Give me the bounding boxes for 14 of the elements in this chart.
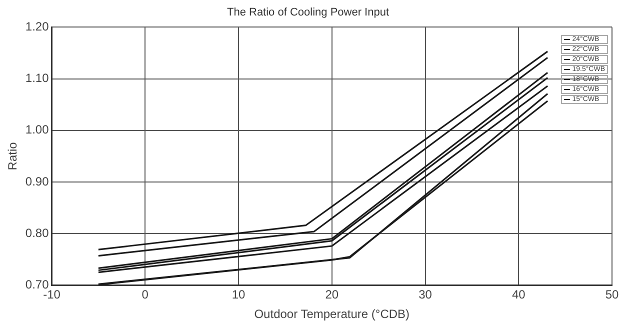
x-tick-label: 40 [512,288,526,302]
y-tick-label: 1.10 [25,71,50,86]
x-tick-label: 20 [325,288,339,302]
x-axis-title: Outdoor Temperature (°CDB) [254,307,410,322]
y-tick-label: 1.20 [25,20,50,34]
chart-title: The Ratio of Cooling Power Input [226,6,390,19]
y-tick-label: 1.00 [25,122,50,137]
y-tick-label: 0.80 [25,226,50,240]
x-tick-label: 50 [605,288,619,302]
y-axis-title: Ratio [6,142,20,170]
y-tick-label: 0.90 [25,174,50,188]
x-tick-label: 10 [232,288,246,302]
x-tick-label: 30 [418,288,432,302]
x-tick-label: 0 [142,288,149,302]
